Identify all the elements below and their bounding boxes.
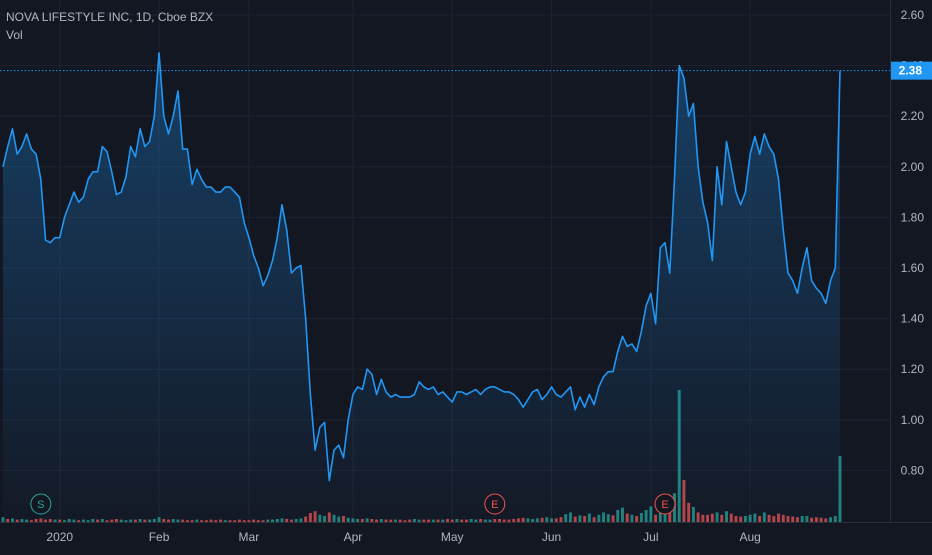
time-tick-label: Mar	[239, 530, 260, 544]
price-tick-label: 1.60	[901, 261, 925, 275]
symbol-title[interactable]: NOVA LIFESTYLE INC, 1D, Cboe BZX	[6, 10, 214, 24]
time-tick-label: Aug	[739, 530, 760, 544]
price-tick-label: 1.00	[901, 413, 925, 427]
price-tick-label: 1.20	[901, 362, 925, 376]
last-price-box	[891, 61, 932, 80]
price-tick-label: 1.40	[901, 312, 925, 326]
price-tick-label: 0.80	[901, 463, 925, 477]
time-tick-label: Feb	[149, 530, 170, 544]
earnings-marker	[654, 493, 676, 515]
time-tick-label: 2020	[46, 530, 73, 544]
price-tick-label: 2.00	[901, 160, 925, 174]
volume-legend[interactable]: Vol	[6, 28, 23, 42]
split-marker	[30, 493, 52, 515]
price-tick-label: 2.60	[901, 8, 925, 22]
price-line	[2, 52, 841, 482]
last-price-label: 2.38	[891, 61, 932, 80]
time-tick-label: Jul	[643, 530, 658, 544]
time-tick-label: Apr	[344, 530, 363, 544]
time-tick-label: Jun	[542, 530, 561, 544]
split-marker-label: S	[37, 499, 44, 511]
price-tick-label: 1.80	[901, 210, 925, 224]
price-area-fill	[3, 52, 840, 522]
last-price-text: 2.38	[899, 64, 923, 78]
time-tick-label: May	[441, 530, 464, 544]
price-tick-label: 2.20	[901, 109, 925, 123]
earnings-marker-label: E	[661, 499, 668, 511]
time-axis[interactable]: 2020 Feb Mar Apr May Jun Jul Aug	[46, 530, 760, 544]
earnings-marker	[484, 493, 506, 515]
earnings-marker-label: E	[491, 499, 498, 511]
chart-header: NOVA LIFESTYLE INC, 1D, Cboe BZX Vol	[6, 8, 213, 44]
